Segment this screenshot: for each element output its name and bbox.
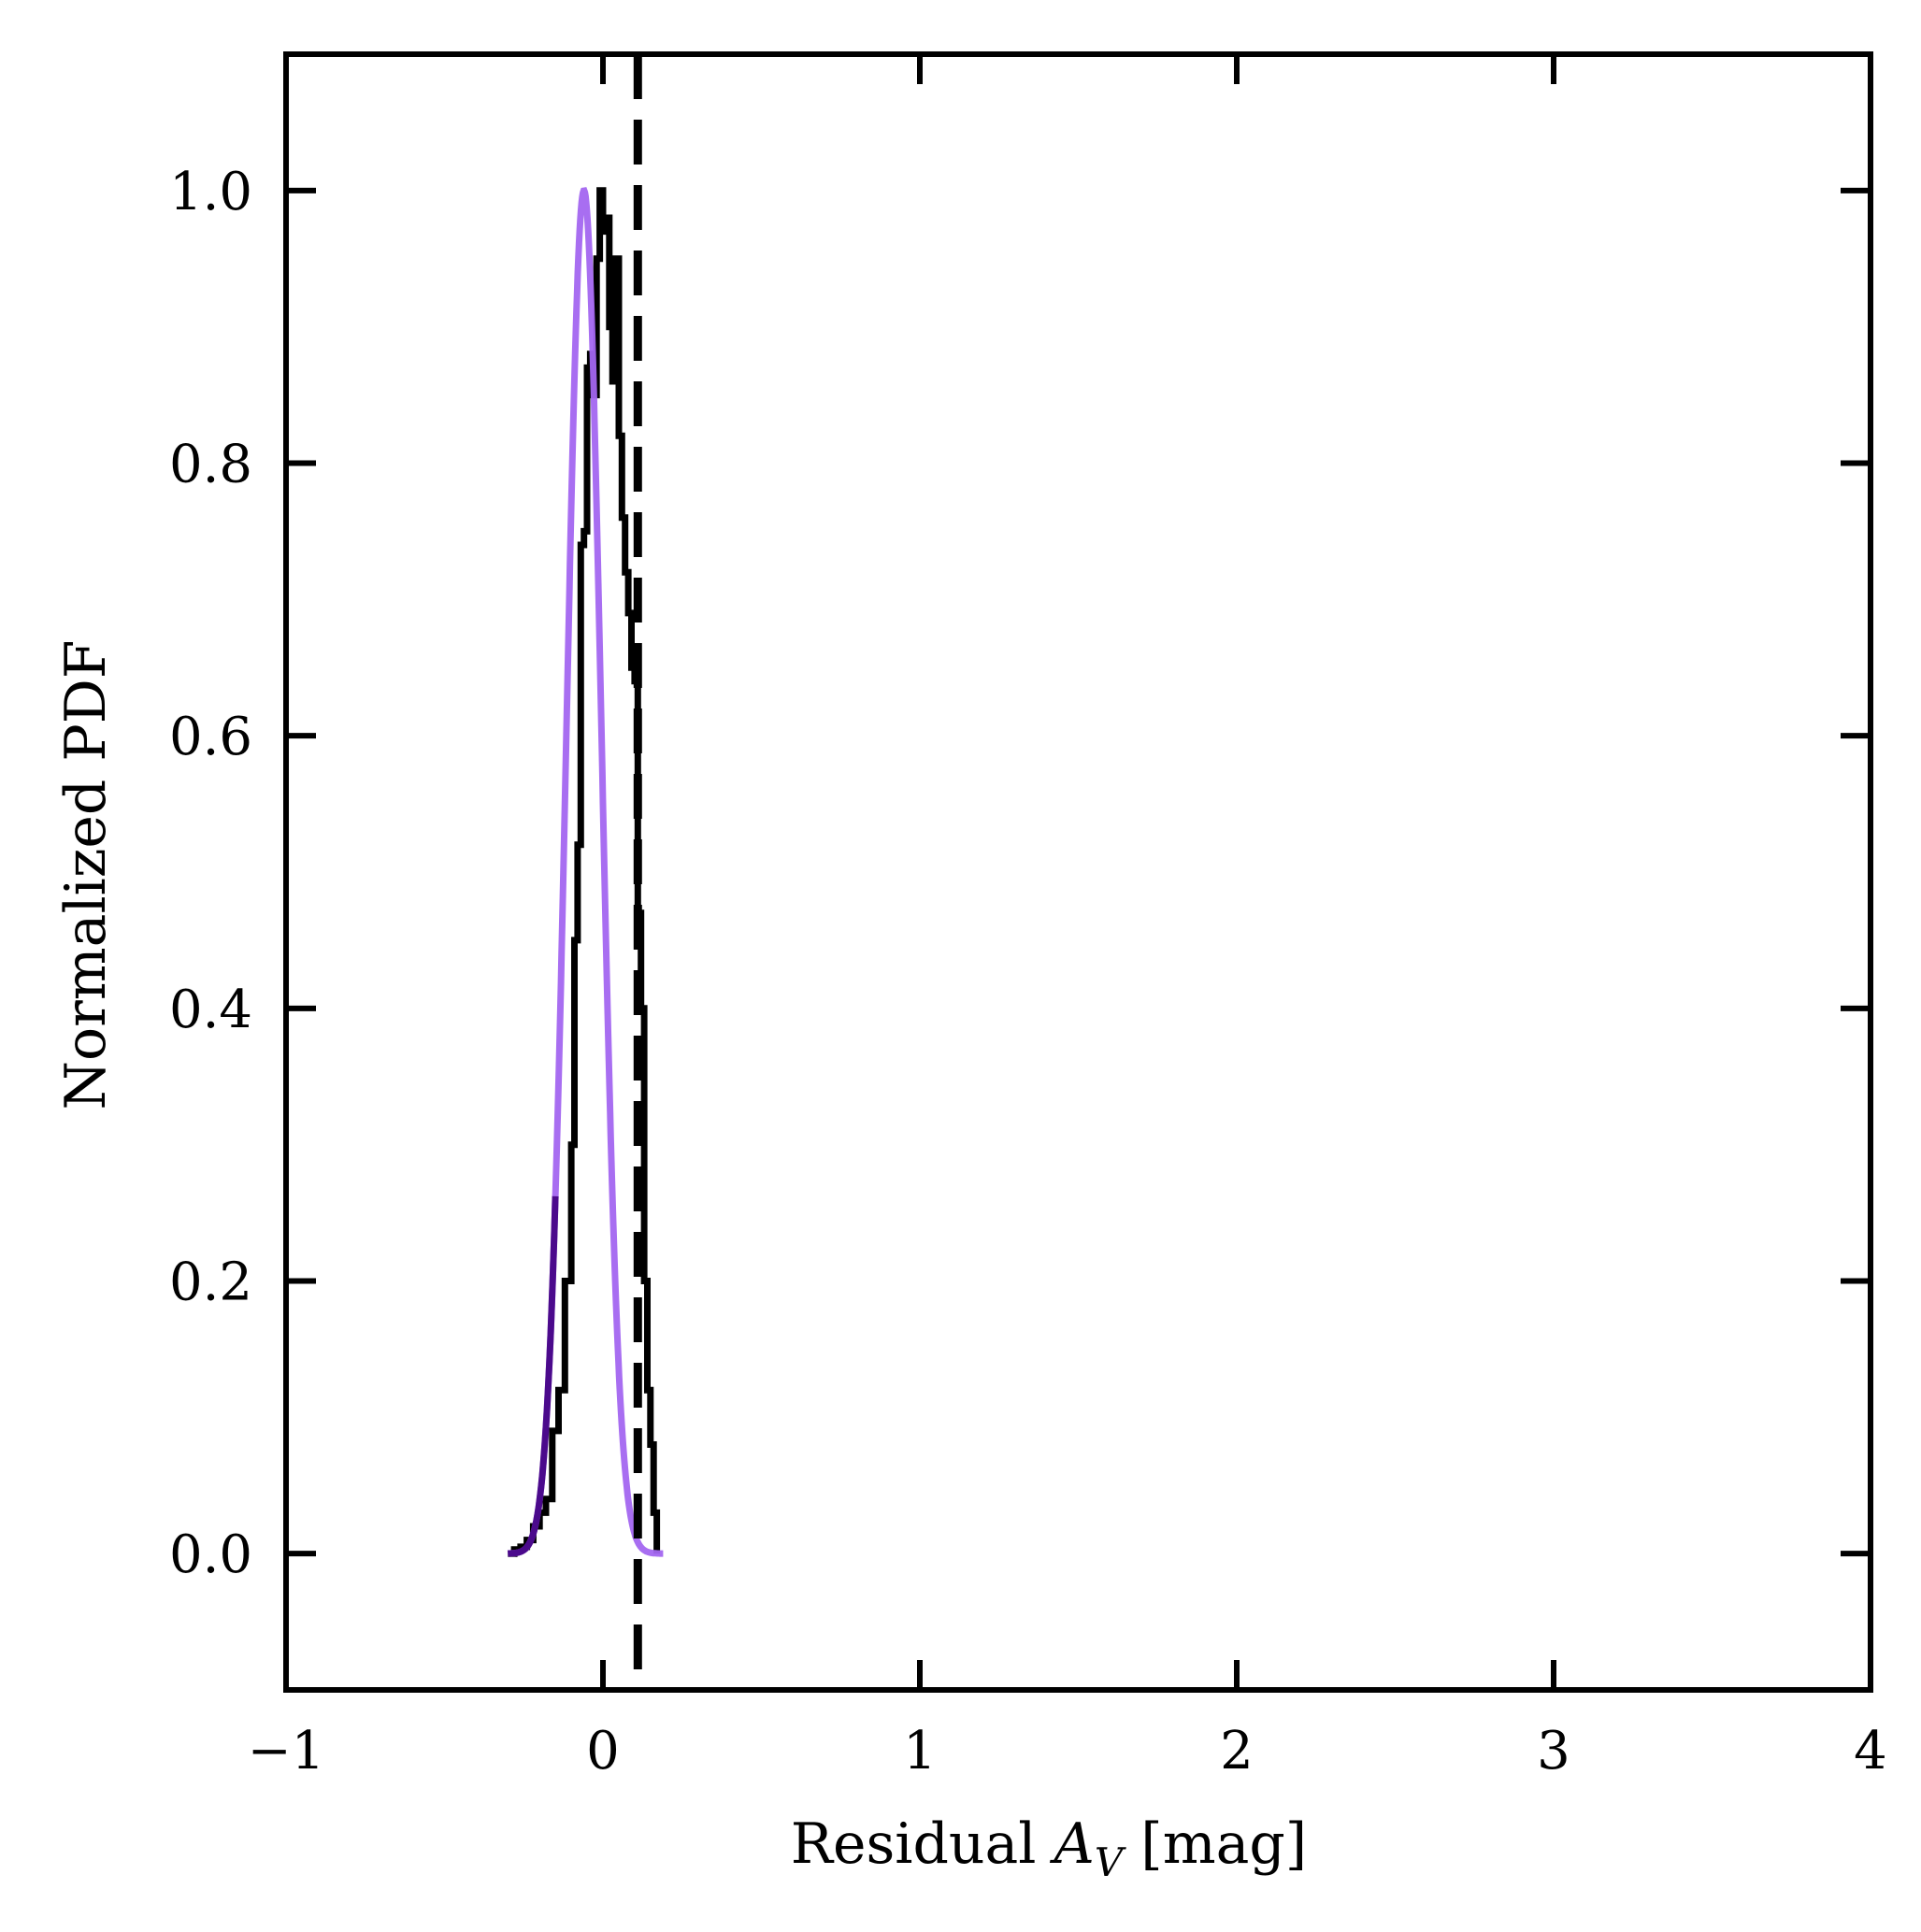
plot-layer bbox=[507, 54, 664, 1690]
x-axis-label-subscript: V bbox=[1095, 1839, 1126, 1885]
y-axis-label: Normalized PDF bbox=[53, 639, 119, 1109]
axes-layer: −1 0 1 2 3 4 0.0 0.2 0.4 0.6 0.8 1.0 bbox=[169, 51, 1887, 1782]
x-axis-label-symbol: A bbox=[1050, 1811, 1095, 1877]
x-tick-label: 1 bbox=[903, 1721, 937, 1782]
x-tick-label: 4 bbox=[1854, 1721, 1887, 1782]
y-tick-label: 0.2 bbox=[169, 1252, 252, 1313]
x-tick-label: 3 bbox=[1537, 1721, 1570, 1782]
x-axis-label-suffix: [mag] bbox=[1123, 1811, 1307, 1877]
y-tick-label: 1.0 bbox=[169, 162, 252, 222]
x-axis-label-prefix: Residual bbox=[791, 1811, 1054, 1877]
y-tick-label: 0.8 bbox=[169, 435, 252, 495]
histogram-series bbox=[508, 187, 661, 1557]
x-tick-label: 0 bbox=[586, 1721, 620, 1782]
overlap-segment bbox=[508, 1195, 559, 1557]
axes-frame bbox=[283, 51, 1873, 1693]
y-tick-label: 0.6 bbox=[169, 707, 252, 767]
x-tick-label: 2 bbox=[1220, 1721, 1254, 1782]
x-axis-label: Residual AV [mag] bbox=[791, 1811, 1307, 1885]
label-layer: Normalized PDF Residual AV [mag] bbox=[53, 639, 1307, 1885]
x-tick-label: −1 bbox=[248, 1721, 325, 1782]
y-tick-label: 0.0 bbox=[169, 1524, 252, 1585]
y-tick-label: 0.4 bbox=[169, 980, 252, 1040]
